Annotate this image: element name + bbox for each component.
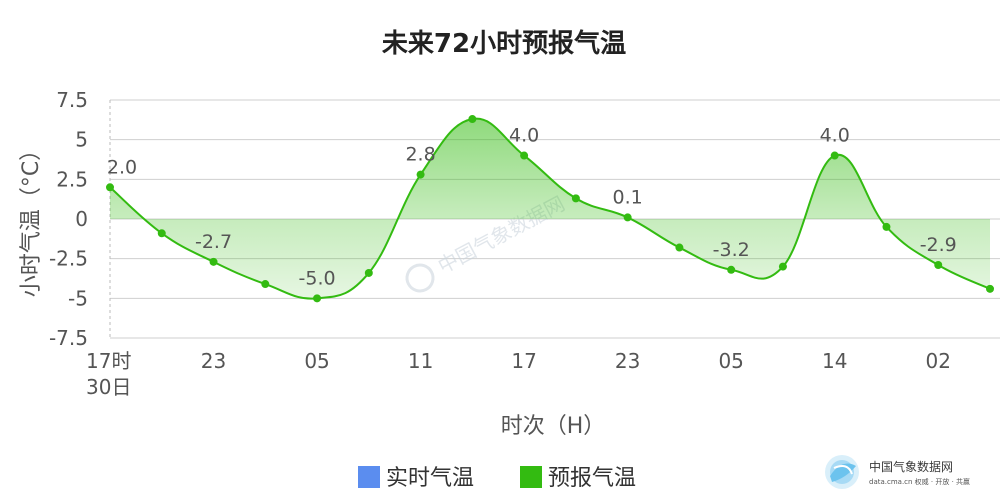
x-tick-label: 14	[822, 349, 847, 373]
data-point	[778, 262, 787, 271]
x-axis-label: 时次（H）	[501, 414, 606, 439]
legend-label: 预报气温	[548, 466, 636, 491]
forecast-points	[106, 115, 994, 303]
brand-name: 中国气象数据网	[869, 459, 953, 474]
data-point	[675, 243, 684, 252]
data-point	[830, 151, 839, 160]
data-point	[934, 261, 943, 270]
x-tick-label: 23	[615, 349, 640, 373]
y-axis-ticks: 7.5 5 2.5 0 -2.5 -5 -7.5	[49, 88, 88, 350]
data-point	[157, 229, 166, 238]
x-tick-label: 02	[926, 349, 951, 373]
data-point	[209, 257, 218, 266]
data-label: 4.0	[509, 125, 539, 147]
data-label: -2.7	[195, 231, 232, 253]
data-point	[261, 280, 270, 289]
forecast-area-fill	[110, 118, 990, 299]
legend-swatch	[520, 466, 542, 488]
data-point	[468, 115, 477, 124]
brand-logo: 中国气象数据网 data.cma.cn 权威 · 开放 · 共赢	[825, 455, 970, 489]
data-point	[727, 265, 736, 274]
data-label: -2.9	[920, 234, 957, 256]
data-point	[520, 151, 529, 160]
y-tick-label: 7.5	[56, 88, 88, 112]
data-point	[106, 183, 114, 192]
x-tick-label: 05	[718, 349, 743, 373]
x-tick-sublabel: 30日	[86, 375, 131, 399]
data-label: 2.0	[107, 156, 137, 178]
y-tick-label: 0	[75, 207, 88, 231]
data-point	[416, 170, 425, 179]
chart-title: 未来72小时预报气温	[382, 28, 626, 59]
data-labels: 2.0 -2.7 -5.0 2.8 4.0 0.1 -3.2 4.0 -2.9	[107, 125, 957, 290]
x-tick-label: 23	[201, 349, 226, 373]
x-tick-label: 11	[408, 349, 433, 373]
y-tick-label: 5	[75, 128, 88, 152]
legend-swatch	[358, 466, 380, 488]
y-tick-label: -2.5	[49, 247, 88, 271]
data-point	[623, 213, 632, 222]
y-tick-label: -5	[68, 286, 88, 310]
data-point	[364, 268, 373, 277]
data-point	[571, 194, 580, 203]
legend: 实时气温 预报气温	[358, 466, 636, 491]
globe-icon	[825, 455, 859, 489]
data-label: 0.1	[613, 186, 643, 208]
data-point	[313, 294, 322, 303]
legend-label: 实时气温	[386, 466, 474, 491]
x-tick-label: 17	[511, 349, 536, 373]
brand-subtitle: data.cma.cn 权威 · 开放 · 共赢	[869, 477, 970, 486]
y-tick-label: 2.5	[56, 167, 88, 191]
forecast-area	[110, 118, 990, 299]
x-tick-label: 17时	[86, 349, 131, 373]
data-label: -5.0	[299, 267, 336, 289]
data-label: 2.8	[405, 144, 435, 166]
data-label: -3.2	[713, 239, 750, 261]
data-label: 4.0	[820, 125, 850, 147]
watermark-logo-icon	[405, 263, 435, 293]
y-tick-label: -7.5	[49, 326, 88, 350]
data-point	[882, 222, 891, 231]
y-axis-label: 小时气温（°C）	[19, 139, 44, 297]
x-tick-label: 05	[304, 349, 329, 373]
data-point	[986, 284, 994, 293]
